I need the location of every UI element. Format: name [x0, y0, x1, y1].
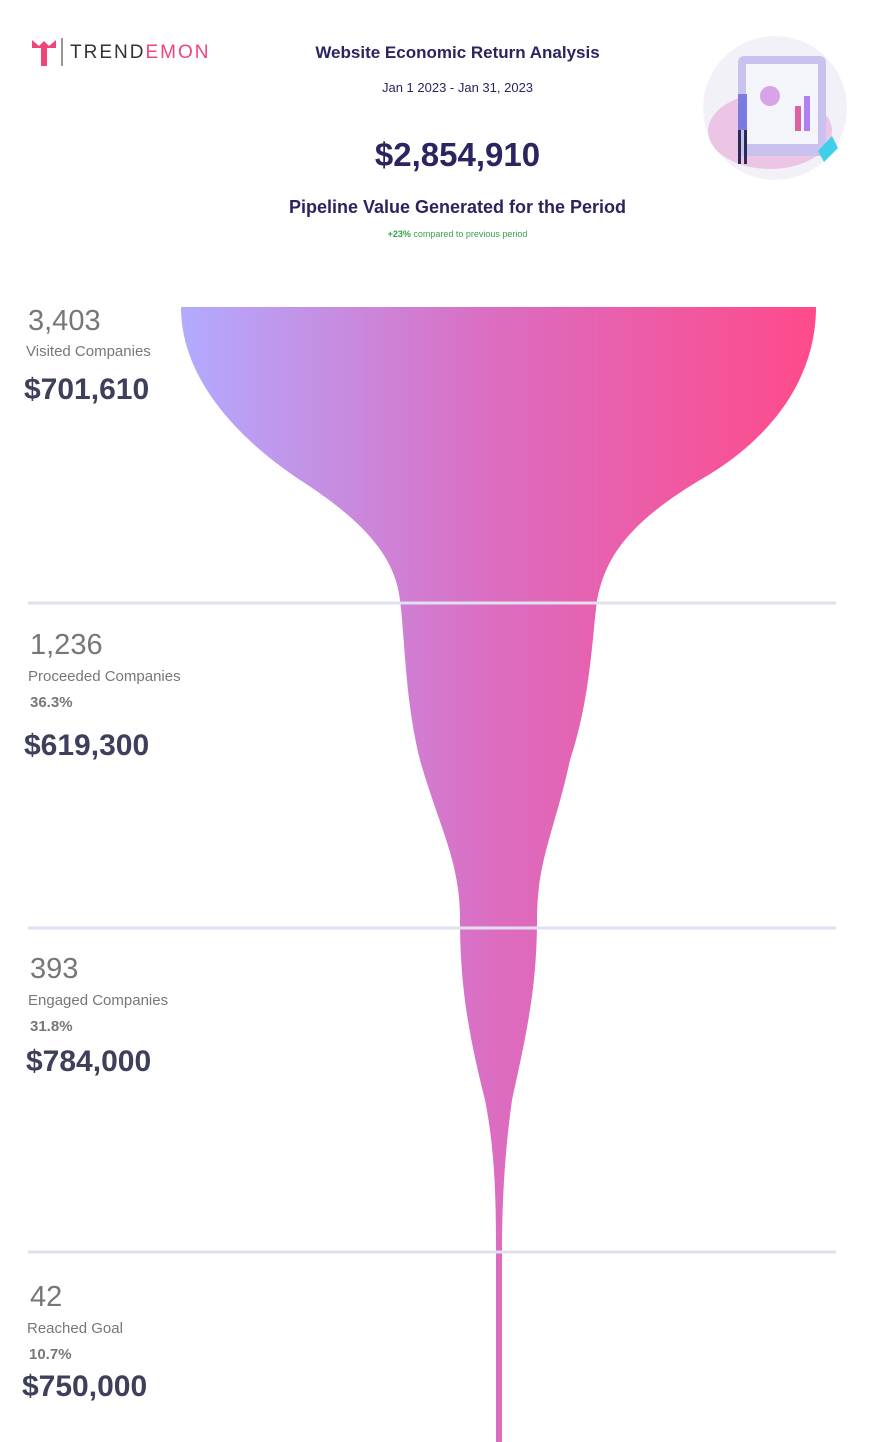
change-value: +23%: [387, 229, 411, 239]
change: +23% compared to previous period: [0, 229, 870, 239]
logo-icon: [32, 40, 56, 66]
title: Website Economic Return Analysis: [315, 43, 600, 62]
change-note: compared to previous period: [413, 229, 528, 239]
date-range: Jan 1 2023 - Jan 31, 2023: [381, 80, 534, 95]
stage-label: Proceeded Companies: [28, 668, 181, 685]
stage-label: Engaged Companies: [28, 992, 169, 1009]
stage-rate: 31.8%: [30, 1018, 73, 1035]
illustration: [703, 36, 847, 180]
stage-value: $784,000: [26, 1045, 152, 1078]
logo-text: TREND: [70, 42, 146, 63]
logo-divider: [61, 38, 63, 66]
logo: TRENDEMON: [70, 42, 210, 64]
stage-count: 3,403: [28, 305, 101, 337]
logo-text: EMON: [145, 42, 211, 63]
stage-value: $619,300: [24, 729, 150, 762]
stage-value: $701,610: [24, 373, 150, 406]
funnel-shape: [181, 307, 816, 1442]
stage-rate: 36.3%: [30, 694, 73, 711]
stage-count: 393: [30, 953, 79, 985]
stage-rate: 10.7%: [29, 1346, 72, 1363]
stage-label: Reached Goal: [27, 1320, 123, 1337]
stage-count: 42: [30, 1281, 63, 1313]
stage-count: 1,236: [30, 629, 103, 661]
total-value: $2,854,910: [374, 136, 541, 173]
stage-value: $750,000: [22, 1370, 148, 1403]
total-label: Pipeline Value Generated for the Period: [288, 197, 627, 217]
stage-label: Visited Companies: [26, 343, 151, 360]
